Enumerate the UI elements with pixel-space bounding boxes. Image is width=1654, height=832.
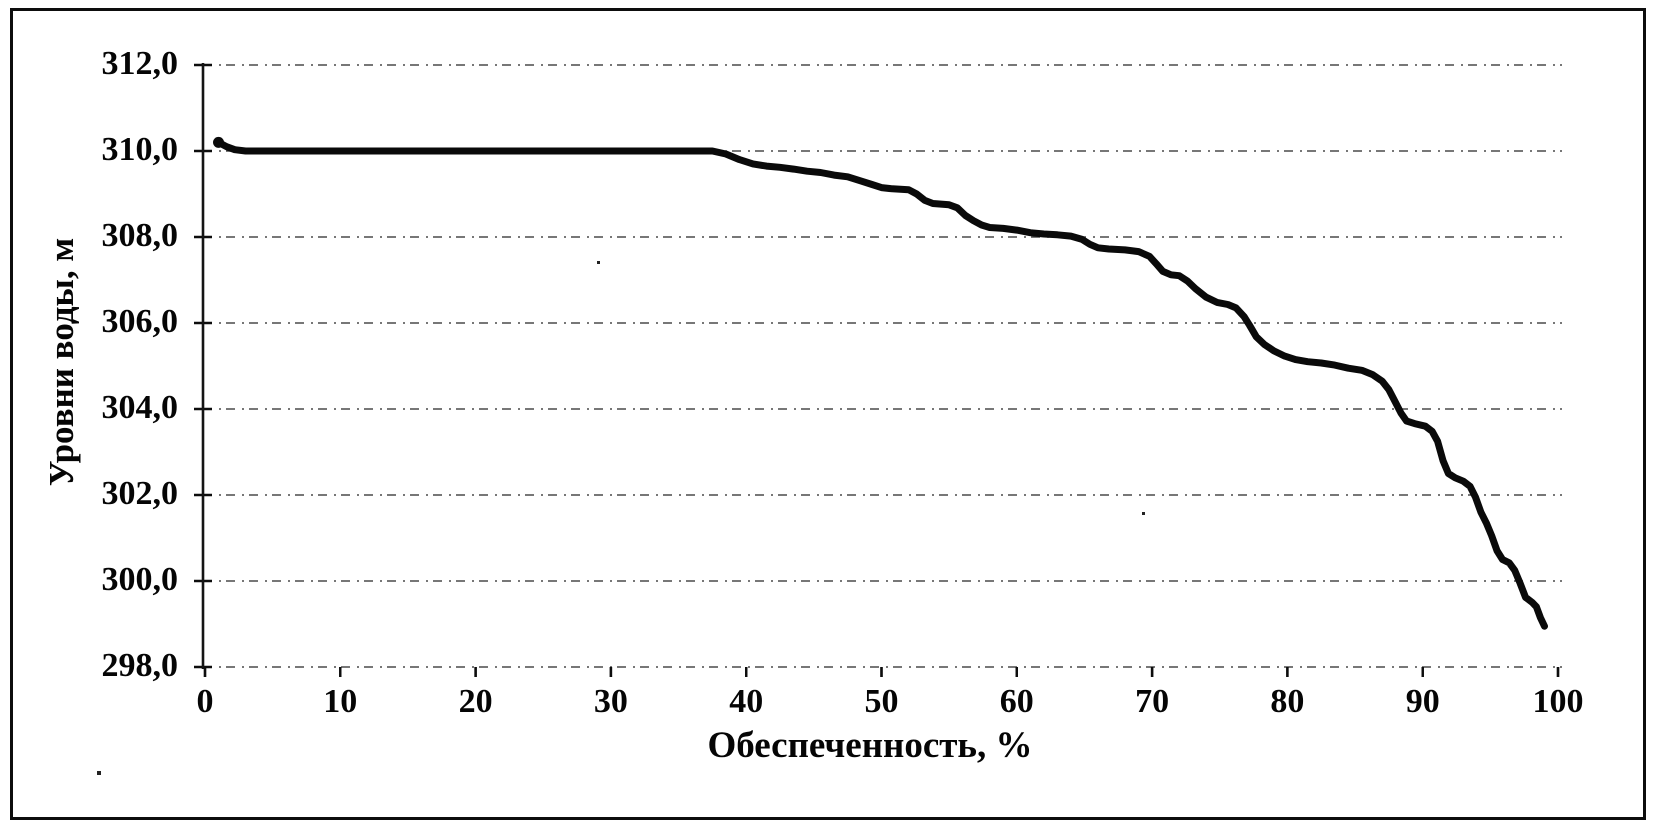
x-tick-label: 90 bbox=[1405, 683, 1440, 720]
y-tick-label: 302,0 bbox=[101, 475, 179, 512]
x-axis-title: Обеспеченность, % bbox=[707, 725, 1033, 766]
x-tick-label: 10 bbox=[323, 683, 358, 720]
curve-start-marker bbox=[213, 136, 225, 148]
x-tick-label: 70 bbox=[1135, 683, 1170, 720]
y-tick-label: 298,0 bbox=[101, 647, 179, 684]
y-tick-label: 306,0 bbox=[101, 303, 179, 340]
scan-speckle bbox=[97, 771, 101, 775]
x-tick-label: 80 bbox=[1270, 683, 1305, 720]
y-axis-title: Уровни воды, м bbox=[42, 237, 81, 487]
scan-speckle bbox=[1142, 512, 1145, 515]
y-tick-label: 304,0 bbox=[101, 389, 179, 426]
x-tick-label: 20 bbox=[458, 683, 493, 720]
scan-speckle bbox=[597, 261, 600, 264]
chart-frame bbox=[10, 8, 1646, 820]
x-tick-label: 100 bbox=[1532, 683, 1584, 720]
x-tick-label: 30 bbox=[593, 683, 628, 720]
x-tick-label: 0 bbox=[196, 683, 214, 720]
y-tick-label: 308,0 bbox=[101, 217, 179, 254]
y-tick-label: 300,0 bbox=[101, 561, 179, 598]
duration-curve bbox=[215, 138, 1548, 630]
x-tick-label: 60 bbox=[999, 683, 1034, 720]
x-tick-label: 40 bbox=[729, 683, 764, 720]
y-tick-label: 310,0 bbox=[101, 131, 179, 168]
x-tick-label: 50 bbox=[864, 683, 899, 720]
y-tick-label: 312,0 bbox=[101, 45, 179, 82]
